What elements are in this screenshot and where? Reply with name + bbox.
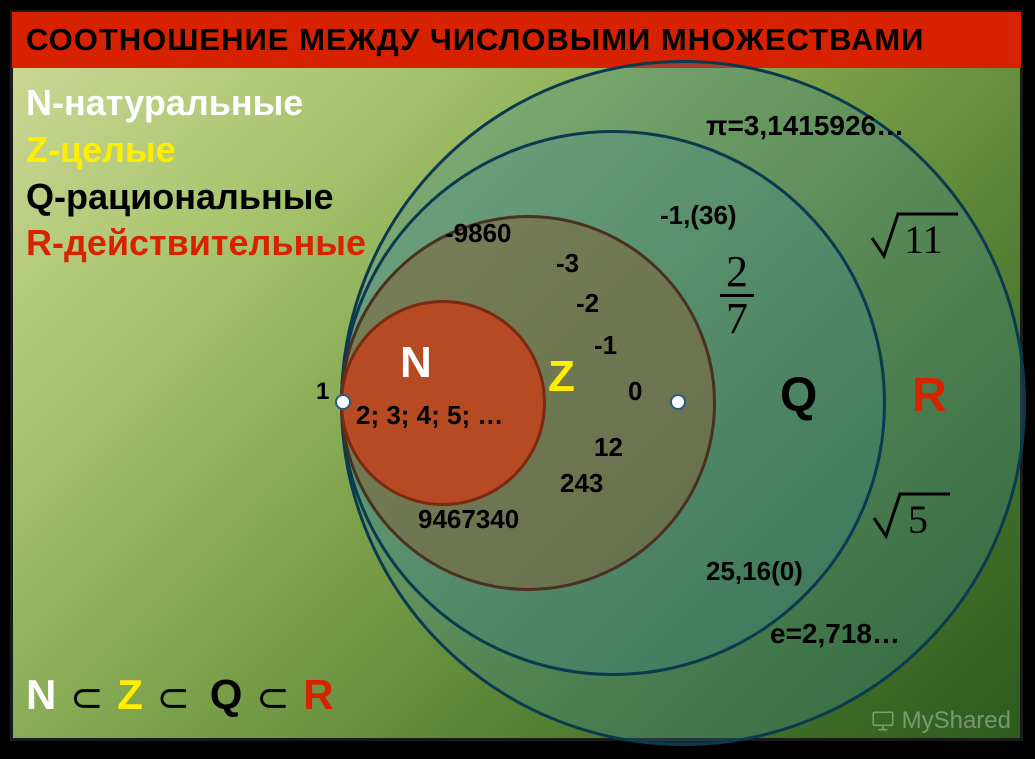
num-pi: π=3,1415926… <box>706 110 904 142</box>
sqrt11-radicand: 11 <box>904 216 943 263</box>
num-nseq: 2; 3; 4; 5; … <box>356 400 503 431</box>
formula-sqrt-5: 5 <box>872 488 952 552</box>
slide: СООТНОШЕНИЕ МЕЖДУ ЧИСЛОВЫМИ МНОЖЕСТВАМИ … <box>0 0 1035 759</box>
subset-sym-2: ⊂ <box>157 675 191 720</box>
num-0: 0 <box>628 376 642 407</box>
legend-N: N-натуральные <box>26 80 366 127</box>
num-m1: -1 <box>594 330 617 361</box>
subset-Q: Q <box>210 671 243 718</box>
frac-den: 7 <box>720 297 754 341</box>
presentation-icon <box>870 708 896 734</box>
subset-Z: Z <box>117 671 143 718</box>
legend-R: R-действительные <box>26 220 366 267</box>
num-1: 1 <box>316 378 329 406</box>
label-N: N <box>400 338 432 388</box>
formula-sqrt-11: 11 <box>870 208 960 272</box>
legend-Z: Z-целые <box>26 127 366 174</box>
dot-left <box>335 394 351 410</box>
watermark-text: MyShared <box>902 707 1011 735</box>
title-bar: СООТНОШЕНИЕ МЕЖДУ ЧИСЛОВЫМИ МНОЖЕСТВАМИ <box>12 12 1021 68</box>
title-text: СООТНОШЕНИЕ МЕЖДУ ЧИСЛОВЫМИ МНОЖЕСТВАМИ <box>26 22 924 58</box>
subset-sym-1: ⊂ <box>70 675 104 720</box>
legend-Q: Q-рациональные <box>26 174 366 221</box>
subset-N: N <box>26 671 56 718</box>
num-rat2: 25,16(0) <box>706 556 803 587</box>
num-big: 9467340 <box>418 504 519 535</box>
num-e: e=2,718… <box>770 618 900 650</box>
num-12: 12 <box>594 432 623 463</box>
dot-right <box>670 394 686 410</box>
num-243: 243 <box>560 468 603 499</box>
legend: N-натуральные Z-целые Q-рациональные R-д… <box>26 80 366 267</box>
num-m9860: -9860 <box>445 218 512 249</box>
label-R: R <box>912 368 947 423</box>
subset-chain: N ⊂ Z ⊂ Q ⊂ R <box>26 668 334 719</box>
subset-sym-3: ⊂ <box>256 675 290 720</box>
label-Q: Q <box>780 368 817 423</box>
subset-R: R <box>303 671 333 718</box>
watermark: MyShared <box>870 707 1011 735</box>
formula-frac-2-7: 2 7 <box>720 250 754 341</box>
num-m2: -2 <box>576 288 599 319</box>
label-Z: Z <box>548 352 575 402</box>
sqrt5-radicand: 5 <box>908 496 928 543</box>
num-m3: -3 <box>556 248 579 279</box>
num-rat1: -1,(36) <box>660 200 737 231</box>
frac-num: 2 <box>720 250 754 297</box>
